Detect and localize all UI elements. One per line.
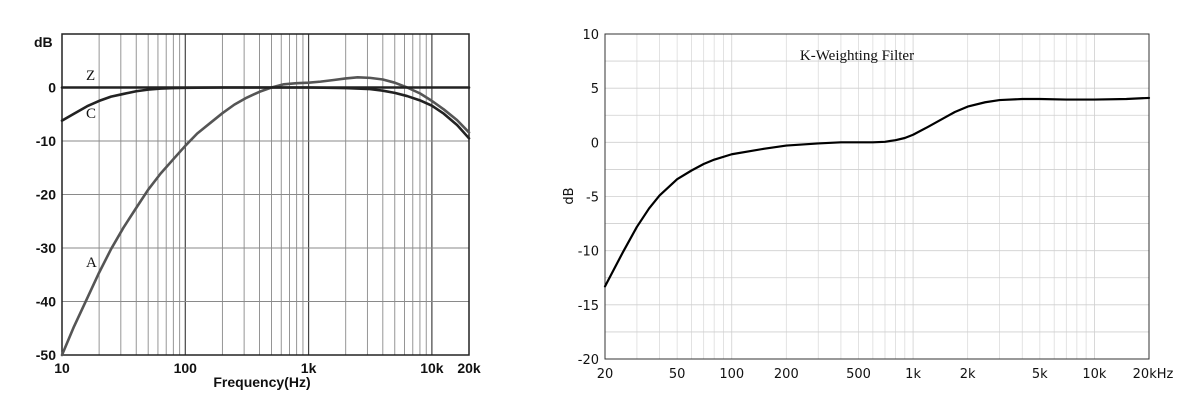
y-tick-label: -15 bbox=[578, 299, 599, 314]
x-tick-label: 10k bbox=[420, 360, 444, 376]
y-tick-label: -10 bbox=[578, 245, 599, 260]
x-tick-label: 20k bbox=[457, 360, 481, 376]
y-tick-label: -20 bbox=[36, 187, 56, 203]
series-label-c: C bbox=[86, 106, 96, 122]
x-tick-label: 5k bbox=[1032, 367, 1048, 382]
x-tick-label: 100 bbox=[719, 367, 744, 382]
y-tick-label: -40 bbox=[36, 294, 56, 310]
x-tick-label: 10k bbox=[1082, 367, 1107, 382]
left-chart-frame bbox=[61, 33, 470, 356]
left-chart-x-axis-label: Frequency(Hz) bbox=[213, 374, 310, 390]
right-chart-y-axis-label: dB bbox=[562, 187, 577, 204]
series-line-a bbox=[60, 76, 471, 357]
right-chart-frame bbox=[604, 33, 1150, 360]
x-tick-label: 100 bbox=[174, 360, 198, 376]
right-chart-grid bbox=[605, 34, 1149, 359]
series-line-c bbox=[60, 86, 471, 140]
x-tick-label: 1k bbox=[905, 367, 921, 382]
y-tick-label: 0 bbox=[591, 136, 599, 151]
y-tick-label: 5 bbox=[591, 82, 599, 97]
y-tick-label: -10 bbox=[36, 133, 56, 149]
series-label-z: Z bbox=[86, 68, 95, 84]
series-label-a: A bbox=[86, 255, 97, 271]
series-line bbox=[603, 96, 1151, 288]
right-chart-title: K-Weighting Filter bbox=[800, 48, 914, 64]
y-tick-label: 10 bbox=[582, 28, 599, 43]
x-tick-label: 20 bbox=[597, 367, 614, 382]
y-tick-label: -50 bbox=[36, 347, 56, 363]
x-tick-label: 10 bbox=[54, 360, 70, 376]
left-chart-grid bbox=[62, 34, 469, 355]
y-tick-label: -5 bbox=[586, 191, 599, 206]
left-chart-y-axis-label: dB bbox=[34, 34, 53, 50]
y-tick-label: 0 bbox=[48, 80, 56, 96]
x-tick-label: 500 bbox=[846, 367, 871, 382]
x-tick-label: 200 bbox=[774, 367, 799, 382]
x-tick-label: 50 bbox=[669, 367, 686, 382]
x-tick-label: 20kHz bbox=[1133, 367, 1174, 382]
left-chart-weighting-curves: 0 -10 -20 -30 -40 -50 10 100 1k 10k 20k dB Freque… bbox=[34, 33, 481, 390]
x-tick-label: 2k bbox=[960, 367, 976, 382]
y-tick-label: -30 bbox=[36, 240, 56, 256]
x-tick-label: 1k bbox=[301, 360, 317, 376]
y-tick-label: -20 bbox=[578, 353, 599, 368]
